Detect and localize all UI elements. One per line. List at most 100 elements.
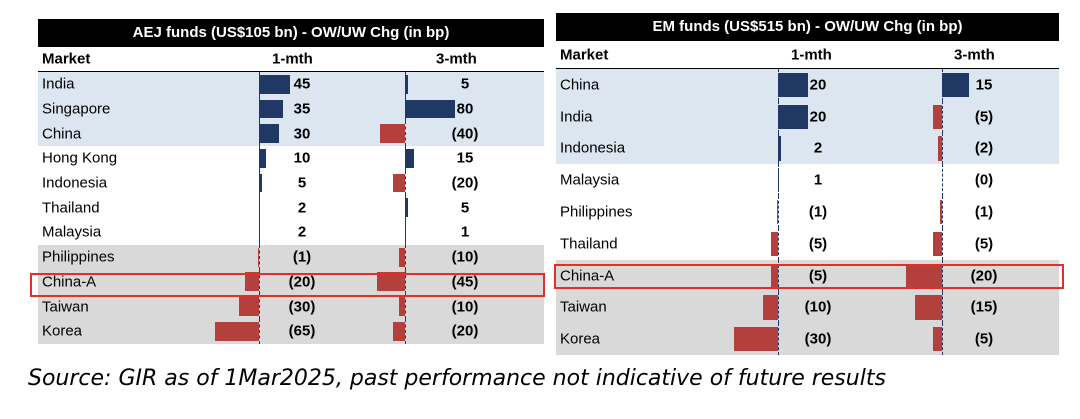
em-1mth-bar [770, 263, 778, 288]
market-label: India [42, 75, 75, 93]
aej-3mth-value: 15 [456, 149, 474, 167]
aej-3mth-value: (40) [451, 125, 479, 143]
aej-rows: India 45 5 Singapore 35 80 China 30 (40) Hong Kon… [38, 72, 544, 344]
em-1mth-bar [770, 231, 778, 256]
aej-1mth-bar [259, 124, 280, 144]
aej-3mth-bar [405, 198, 409, 218]
em-1mth-bar [733, 327, 778, 352]
aej-funds-table: AEJ funds (US$105 bn) - OW/UW Chg (in bp… [38, 19, 544, 344]
em-1mth-value: 20 [809, 108, 827, 126]
aej-3mth-zero-axis [405, 269, 406, 295]
em-3mth-zero-axis [942, 164, 943, 197]
aej-1mth-zero-axis [259, 294, 260, 319]
market-label: Philippines [560, 203, 633, 221]
aej-1mth-value: 45 [293, 75, 311, 93]
aej-1mth-bar [258, 247, 259, 267]
em-row-thailand: Thailand (5) (5) [556, 227, 1059, 260]
aej-3mth-zero-axis [405, 318, 406, 344]
aej-1mth-bar [259, 99, 283, 119]
em-3mth-zero-axis [942, 227, 943, 260]
market-label: Malaysia [42, 223, 102, 241]
market-label: China-A [42, 273, 97, 291]
em-3mth-value: (5) [974, 108, 994, 126]
market-label: India [560, 108, 593, 126]
aej-3mth-value: (20) [451, 174, 479, 192]
em-3mth-value: (15) [970, 298, 998, 316]
aej-3mth-bar [405, 99, 455, 119]
aej-3mth-zero-axis [405, 244, 406, 270]
aej-row-china: China 30 (40) [38, 121, 544, 147]
em-3mth-value: (1) [974, 203, 994, 221]
em-3mth-bar [915, 295, 942, 320]
em-1mth-bar [763, 295, 778, 320]
em-1mth-zero-axis [778, 323, 779, 356]
aej-header-row: Market 1-mth 3-mth [38, 47, 544, 72]
em-3mth-bar [942, 72, 969, 97]
aej-1mth-bar [214, 321, 259, 341]
market-label: Korea [42, 322, 83, 340]
market-label: China-A [560, 267, 615, 285]
em-3mth-bar [940, 200, 942, 225]
aej-row-thailand: Thailand 2 5 [38, 195, 544, 221]
em-1mth-value: 20 [809, 76, 827, 94]
aej-3mth-zero-axis [405, 294, 406, 319]
em-header-market: Market [560, 46, 609, 63]
aej-3mth-bar [398, 247, 405, 267]
market-label: China [560, 76, 600, 94]
aej-row-malaysia: Malaysia 2 1 [38, 220, 544, 245]
em-3mth-bar [933, 327, 942, 352]
aej-3mth-bar [405, 74, 409, 94]
aej-1mth-bar [238, 297, 259, 316]
em-row-taiwan: Taiwan (10) (15) [556, 291, 1059, 324]
aej-3mth-value: (10) [451, 298, 479, 316]
aej-1mth-bar [245, 272, 259, 292]
aej-row-korea: Korea (65) (20) [38, 318, 544, 344]
aej-1mth-value: 10 [293, 149, 311, 167]
em-1mth-zero-axis [778, 227, 779, 260]
em-3mth-zero-axis [942, 259, 943, 292]
em-funds-table: EM funds (US$515 bn) - OW/UW Chg (in bp)… [556, 13, 1059, 356]
em-1mth-zero-axis [778, 196, 779, 228]
em-3mth-value: (0) [974, 171, 994, 189]
market-label: Indonesia [560, 139, 626, 157]
em-3mth-zero-axis [942, 291, 943, 324]
em-1mth-value: (1) [808, 203, 828, 221]
aej-1mth-value: (1) [292, 248, 312, 266]
em-3mth-value: (5) [974, 235, 994, 253]
em-3mth-bar [933, 231, 942, 256]
em-row-indonesia: Indonesia 2 (2) [556, 132, 1059, 165]
aej-1mth-bar [259, 149, 266, 168]
aej-1mth-value: 35 [293, 100, 311, 118]
aej-row-indonesia: Indonesia 5 (20) [38, 170, 544, 196]
aej-3mth-zero-axis [405, 121, 406, 147]
em-1mth-bar [778, 168, 780, 193]
em-3mth-bar [906, 263, 942, 288]
aej-1mth-bar [259, 74, 290, 94]
em-3mth-zero-axis [942, 100, 943, 133]
aej-row-philippines: Philippines (1) (10) [38, 244, 544, 270]
em-3mth-zero-axis [942, 132, 943, 165]
aej-1mth-value: 5 [297, 174, 307, 192]
em-1mth-value: (5) [808, 235, 828, 253]
em-1mth-zero-axis [778, 259, 779, 292]
aej-header-3mth: 3-mth [436, 50, 477, 68]
aej-3mth-bar [398, 297, 405, 316]
aej-3mth-value: (20) [451, 322, 479, 340]
em-1mth-value: (30) [804, 330, 832, 348]
aej-row-taiwan: Taiwan (30) (10) [38, 294, 544, 319]
aej-1mth-value: (65) [288, 322, 316, 340]
em-row-malaysia: Malaysia 1 (0) [556, 164, 1059, 197]
em-1mth-bar [778, 104, 808, 129]
em-row-india: India 20 (5) [556, 100, 1059, 133]
aej-1mth-value: 2 [297, 223, 307, 241]
aej-3mth-bar [405, 223, 406, 242]
aej-1mth-zero-axis [259, 318, 260, 344]
market-label: Taiwan [42, 298, 89, 316]
em-1mth-bar [778, 136, 781, 161]
market-label: Malaysia [560, 171, 620, 189]
em-header-row: Market 1-mth 3-mth [556, 41, 1059, 69]
aej-1mth-zero-axis [259, 269, 260, 295]
em-1mth-zero-axis [778, 291, 779, 324]
aej-3mth-value: 5 [460, 75, 470, 93]
market-label: Thailand [560, 235, 618, 253]
